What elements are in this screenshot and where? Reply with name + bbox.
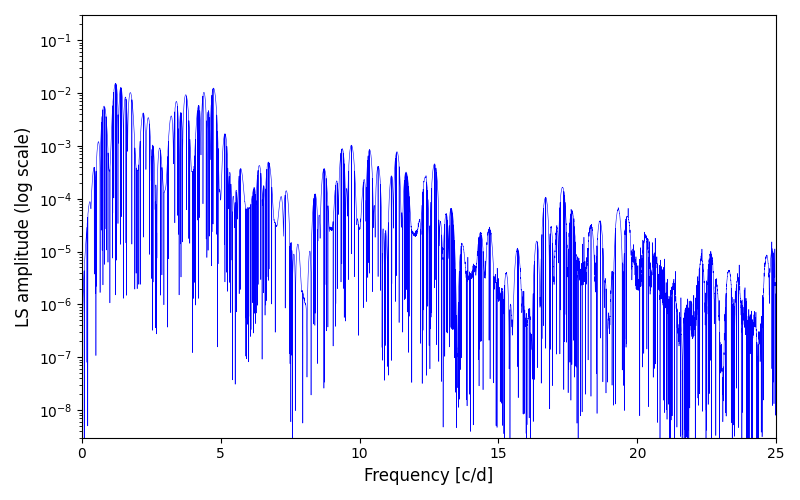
Y-axis label: LS amplitude (log scale): LS amplitude (log scale) — [15, 126, 33, 326]
X-axis label: Frequency [c/d]: Frequency [c/d] — [364, 467, 494, 485]
